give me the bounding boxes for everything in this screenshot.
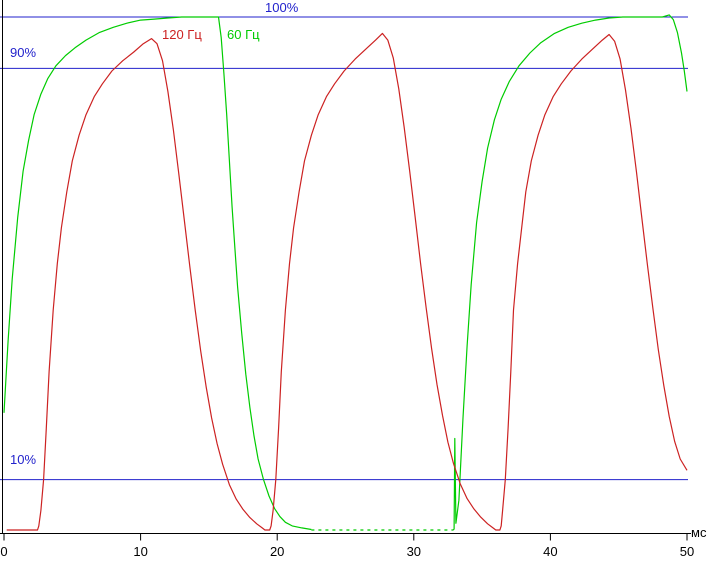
reference-label-90pct: 90% [10,45,37,60]
legend-label-120hz: 120 Гц [162,27,202,42]
x-tick-label-30: 30 [407,544,421,559]
x-tick-label-20: 20 [270,544,284,559]
x-tick-label-0: 0 [0,544,7,559]
series-60hz-curve-segment-0 [3,16,312,531]
x-tick-label-50: 50 [680,544,694,559]
legend-label-60hz: 60 Гц [227,27,260,42]
series-60hz-curve-segment-2 [452,14,688,531]
x-tick-label-40: 40 [543,544,557,559]
x-tick-label-10: 10 [133,544,147,559]
series-120hz-curve-segment-0 [6,32,688,531]
reference-label-100pct: 100% [265,0,299,15]
reference-label-10pct: 10% [10,452,37,467]
x-axis-unit-label: мс [691,525,707,540]
